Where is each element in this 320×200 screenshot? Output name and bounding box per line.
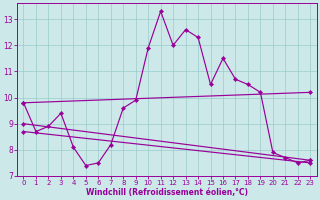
X-axis label: Windchill (Refroidissement éolien,°C): Windchill (Refroidissement éolien,°C) bbox=[86, 188, 248, 197]
